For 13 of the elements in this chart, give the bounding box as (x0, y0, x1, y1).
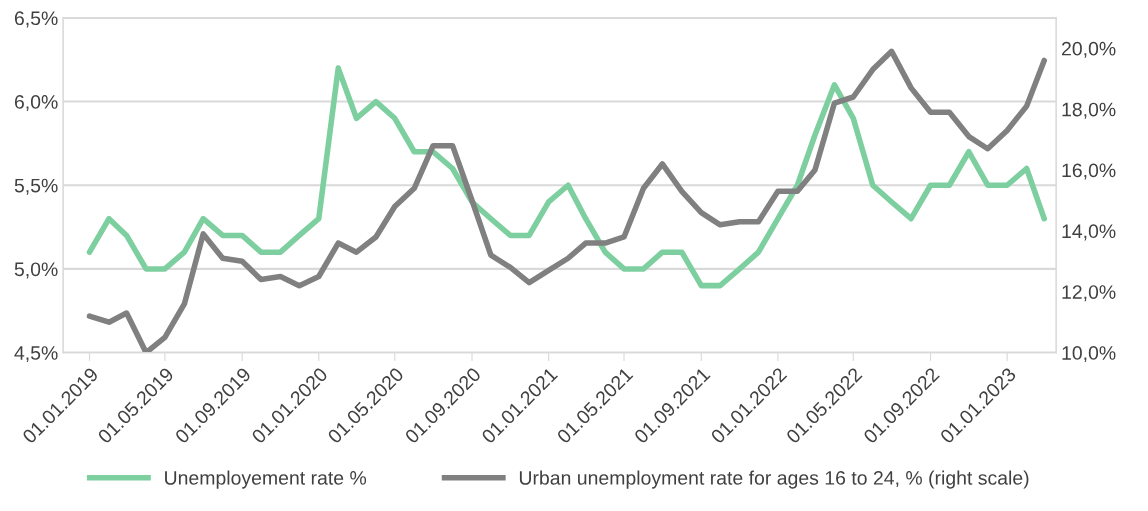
legend-label: Urban unemployment rate for ages 16 to 24, % (right scale) (519, 470, 1029, 489)
y-tick-label: 5,5% (14, 178, 58, 195)
y-tick-label: 5,0% (14, 262, 58, 279)
y2-tick-label: 16,0% (1062, 163, 1116, 180)
y-tick-label: 6,0% (14, 95, 58, 112)
y2-tick-label: 10,0% (1062, 346, 1116, 363)
y2-tick-label: 20,0% (1062, 41, 1116, 58)
legend-label: Unemployement rate % (165, 470, 367, 489)
y2-tick-label: 14,0% (1062, 224, 1116, 241)
y2-tick-label: 12,0% (1062, 285, 1116, 302)
y-tick-label: 6,5% (14, 11, 58, 28)
y2-tick-label: 18,0% (1062, 102, 1116, 119)
y-tick-label: 4,5% (14, 346, 58, 363)
